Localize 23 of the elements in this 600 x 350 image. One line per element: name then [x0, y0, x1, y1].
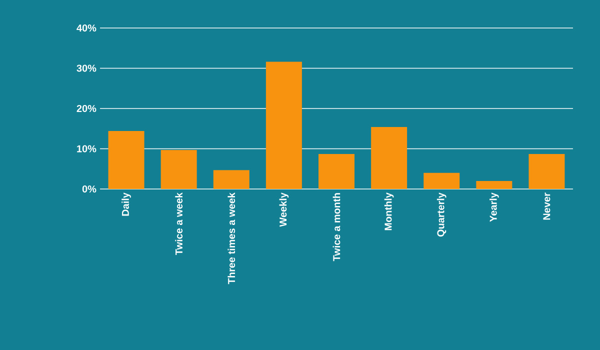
y-tick-label: 30%: [76, 64, 96, 72]
bar: [476, 180, 512, 189]
bar: [318, 154, 354, 189]
bar: [528, 154, 565, 189]
bar: [266, 62, 302, 189]
bar: [424, 172, 460, 189]
bar: [160, 150, 197, 189]
x-tick-label: Twice a month: [332, 193, 340, 262]
x-tick-label: Quarterly: [436, 192, 446, 237]
x-tick-label: Yearly: [489, 192, 499, 222]
x-tick-label: Daily: [122, 192, 131, 216]
y-tick-label: 0%: [82, 185, 96, 193]
x-tick-label: Monthly: [384, 192, 394, 230]
bar: [371, 127, 408, 189]
x-tick-label: Never: [543, 192, 550, 220]
bar: [213, 170, 250, 189]
x-tick-label: Weekly: [279, 192, 289, 227]
bar: [108, 131, 144, 189]
y-tick-label: 20%: [76, 104, 96, 112]
y-tick-label: 10%: [77, 145, 96, 152]
x-tick-label: Twice a week: [175, 192, 182, 256]
x-tick-label: Three times a week: [228, 192, 236, 284]
y-tick-label: 40%: [76, 24, 96, 32]
